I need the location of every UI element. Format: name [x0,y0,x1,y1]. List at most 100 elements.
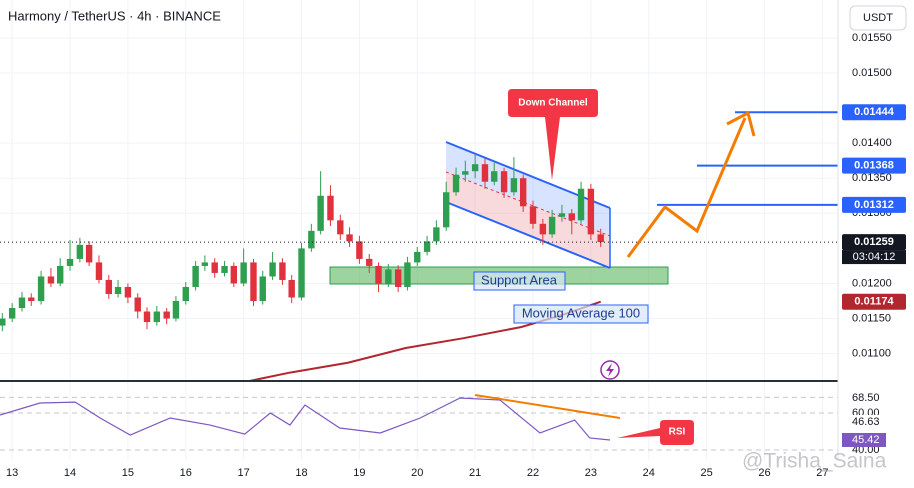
candle-body [481,164,489,182]
rsi-ma-box [842,414,886,429]
callout [617,420,694,445]
ma-value-box [842,293,906,310]
candle-body [240,262,247,284]
candle-body [114,286,122,294]
candle-body [28,297,35,302]
candle-body [259,276,266,302]
y-tick-label: 0.01200 [852,277,892,289]
candle-body [37,276,45,302]
candle-body [298,248,305,298]
current-price: 0.01259 [854,236,894,248]
watermark: @Trisha_Saina [742,450,887,473]
candle-body [443,192,450,228]
candle-body [394,269,402,287]
candle-body [346,234,353,242]
chart-title: Harmony / TetherUS · 4h · BINANCE [8,8,221,23]
axis-labels: 13 14 15 16 17 18 19 20 21 22 23 24 25 26 27 0.01550 0.0… [6,32,906,479]
candle-body [18,297,26,309]
candle-body [558,213,566,217]
channel-line [445,201,611,269]
event-icon-glyph [606,363,614,377]
candle-body [201,262,209,266]
candle-body [577,188,585,221]
candle-body [163,311,170,319]
candle-body [66,258,74,266]
projection-arrow [626,117,747,258]
candle-body [192,265,199,287]
y-tick-label: 68.50 [852,392,880,404]
x-tick-label: 23 [585,467,597,479]
countdown-box [842,250,906,265]
price-line-label: 0.01368 [854,159,894,171]
price-line-label-box [842,196,906,213]
candle-body [404,262,411,287]
x-tick-label: 17 [238,467,250,479]
y-tick-label: 0.01350 [852,172,892,184]
countdown: 03:04:12 [853,251,896,263]
callout-text: Down Channel [518,98,588,109]
candle-body [491,171,498,182]
callout-text: RSI [669,427,686,438]
candle-body [471,164,479,172]
candle-body [0,318,6,326]
x-tick-label: 18 [295,467,307,479]
label-box [513,304,649,324]
candle-body [519,178,527,207]
candle-body [250,262,257,302]
rsi-value-box [842,432,886,447]
current-price-box [842,234,906,251]
candle-body [452,174,460,193]
y-tick-label: 0.01150 [852,312,891,324]
candle-body [105,279,113,294]
x-tick-label: 26 [758,467,770,479]
x-tick-label: 14 [64,467,76,479]
x-tick-label: 15 [122,467,134,479]
candle-body [124,286,132,298]
candle-body [539,223,547,235]
price-line-label-box [842,157,906,174]
candle-body [8,308,16,319]
candle-body [597,234,604,243]
candle-body [134,297,141,312]
data-layer [0,111,838,441]
candle-body [356,241,363,259]
channel-mid [445,171,611,237]
candle-body [510,178,518,193]
x-tick-label: 25 [701,467,713,479]
currency: USDT [863,12,893,24]
rsi-divergence [474,394,621,419]
x-tick-label: 19 [353,467,365,479]
x-tick-label: 27 [816,467,828,479]
price-line-label: 0.01444 [854,106,895,118]
candle-body [269,262,276,277]
candle-body [529,206,537,224]
y-tick-label: 0.01100 [852,348,891,360]
candle-body [143,311,151,323]
currency-button[interactable] [849,5,907,31]
ma-value: 0.01174 [854,296,894,308]
candle-body [230,265,238,284]
candle-body [423,241,431,252]
candle-body [500,171,508,193]
candle-body [279,262,286,280]
y-tick-label: 0.01400 [852,137,892,149]
arrow-head [726,110,756,137]
annotation: Moving Average 100 [522,305,640,320]
candle-body [288,279,295,298]
annotation: Support Area [481,272,558,287]
candle-body [47,276,55,284]
candle-body [308,230,315,249]
annotations: Down Channel Support Area Moving Average… [473,89,756,445]
x-tick-label: 16 [180,467,192,479]
label-box [473,271,566,291]
candle-body [375,265,382,284]
candle-body [462,171,469,175]
candle-body [337,220,344,235]
x-tick-label: 20 [411,467,423,479]
candle-body [385,269,392,284]
candle-body [568,213,575,221]
rsi-value: 45.42 [852,434,880,446]
candle-body [85,244,93,263]
candle-body [414,251,421,263]
